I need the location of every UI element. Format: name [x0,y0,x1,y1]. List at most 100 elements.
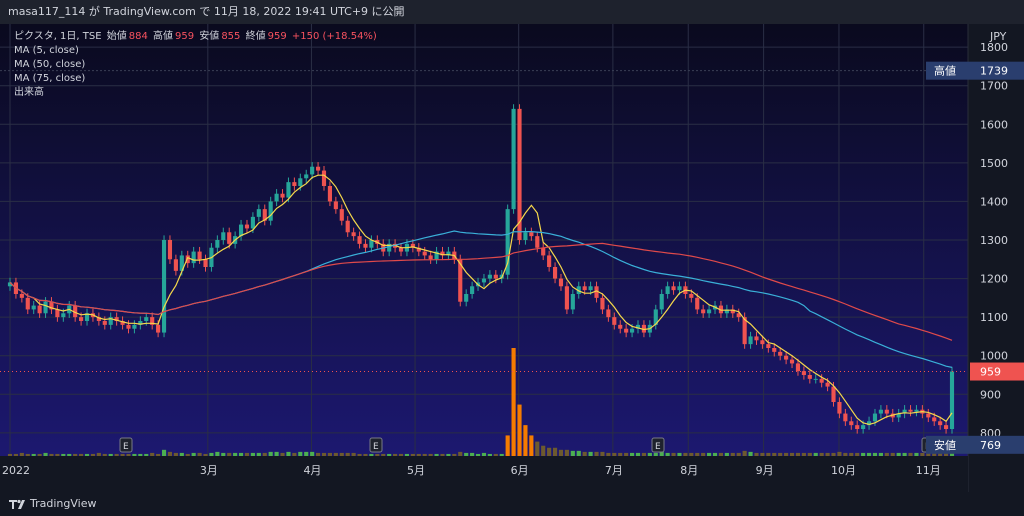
volume-bar-19 [120,453,125,456]
volume-bar-141 [843,452,848,456]
volume-bar-47 [286,451,291,456]
close-label: 終値 [245,31,266,42]
volume-bar-13 [84,453,90,456]
volume-bar-44 [268,451,273,456]
earnings-mark-1[interactable] [369,437,383,453]
volume-bar-98 [588,451,593,456]
publish-header: masa117_114 が TradingView.com で 11月 18, … [0,0,1024,24]
candle-body-127 [760,340,765,345]
volume-bar-151 [902,452,907,456]
earnings-mark-2[interactable] [651,437,665,453]
volume-bar-123 [736,452,741,456]
time-axis[interactable] [0,456,968,492]
volume-bar-49 [298,451,303,456]
y-tick-8: 1600 [980,118,1008,131]
candle-body-76 [458,259,463,302]
ma5-line [9,174,953,426]
earnings-mark-0[interactable] [119,437,133,453]
volume-bar-10 [67,453,72,456]
low-badge-value: 769 [980,439,1001,452]
candle-body-115 [689,294,694,298]
volume-bar-32 [197,452,202,456]
volume-bar-58 [351,452,356,456]
symbol-name: ピクスタ, 1日, TSE [14,31,102,42]
volume-bar-7 [49,453,54,456]
volume-bar-105 [630,452,635,456]
volume-bar-53 [321,452,327,456]
volume-bar-36 [221,452,226,456]
y-tick-4: 1200 [980,273,1008,286]
candle-body-66 [398,247,404,252]
last-price-badge [970,362,1024,381]
x-tick-0: 2022 [2,464,30,477]
volume-bar-154 [920,452,925,456]
volume-bar-96 [576,450,581,456]
volume-bar-146 [872,452,878,456]
volume-bar-17 [108,453,113,456]
legend-ma75[interactable]: MA (75, close) [14,73,86,84]
volume-bar-46 [280,452,285,456]
candle-body-30 [185,255,190,264]
price-axis[interactable] [968,24,1024,492]
candle-body-87 [523,232,528,240]
candle-body-99 [594,286,599,298]
volume-bar-106 [635,452,641,456]
candle-body-47 [286,182,291,198]
candle-body-69 [416,247,421,252]
candle-body-153 [914,409,919,412]
volume-bar-142 [849,452,854,456]
volume-bar-60 [363,453,368,456]
legend-volume[interactable]: 出来高 [14,87,44,98]
volume-bar-91 [547,447,552,456]
candle-body-39 [238,224,244,237]
candle-body-121 [724,309,729,314]
candle-body-143 [855,425,860,429]
legend-ma50[interactable]: MA (50, close) [14,59,86,70]
candle-body-141 [843,413,848,422]
candle-body-107 [641,324,646,333]
volume-bar-86 [517,404,522,456]
y-tick-3: 1100 [980,311,1008,324]
candle-body-72 [434,251,439,260]
candle-body-84 [505,209,510,275]
x-tick-5: 7月 [605,464,623,477]
volume-bar-103 [618,452,623,456]
candle-body-96 [576,286,581,294]
x-tick-6: 8月 [680,464,698,477]
candle-body-40 [244,224,250,229]
volume-bar-25 [156,453,161,456]
volume-bar-129 [772,452,777,456]
volume-bar-101 [606,452,611,456]
candle-body-106 [635,324,641,329]
candle-body-144 [861,425,866,429]
volume-bar-73 [440,453,445,456]
volume-bar-9 [61,453,66,456]
volume-bar-64 [387,453,392,456]
y-tick-2: 1000 [980,350,1008,363]
symbol-row: ピクスタ, 1日, TSE 始値 884 高値 959 安値 855 終値 959 +1… [14,30,379,44]
candle-body-61 [369,240,374,248]
volume-bar-62 [375,453,380,456]
volume-bar-148 [884,452,889,456]
ma75-line [9,242,953,341]
candle-body-44 [268,201,273,221]
volume-bar-121 [724,452,729,456]
volume-bar-0 [7,453,13,456]
legend-ma5[interactable]: MA (5, close) [14,45,79,56]
candle-body-88 [529,232,534,237]
volume-bar-66 [398,453,404,456]
candle-body-74 [446,251,451,256]
candle-body-3 [25,297,30,310]
volume-bar-65 [393,453,398,456]
moving-averages [9,174,953,426]
volume-bar-100 [600,451,605,456]
volume-bar-111 [665,452,670,456]
candle-body-136 [813,378,818,380]
candle-body-48 [292,182,297,186]
price-chart[interactable]: EEEE 80090010001100120013001400150016001… [0,24,1024,492]
candle-body-93 [558,278,564,287]
price-badges: 高値 1739 959 安値 769 [0,61,1024,454]
candle-body-19 [120,321,125,325]
candle-body-103 [618,324,623,329]
candle-body-21 [132,324,137,329]
